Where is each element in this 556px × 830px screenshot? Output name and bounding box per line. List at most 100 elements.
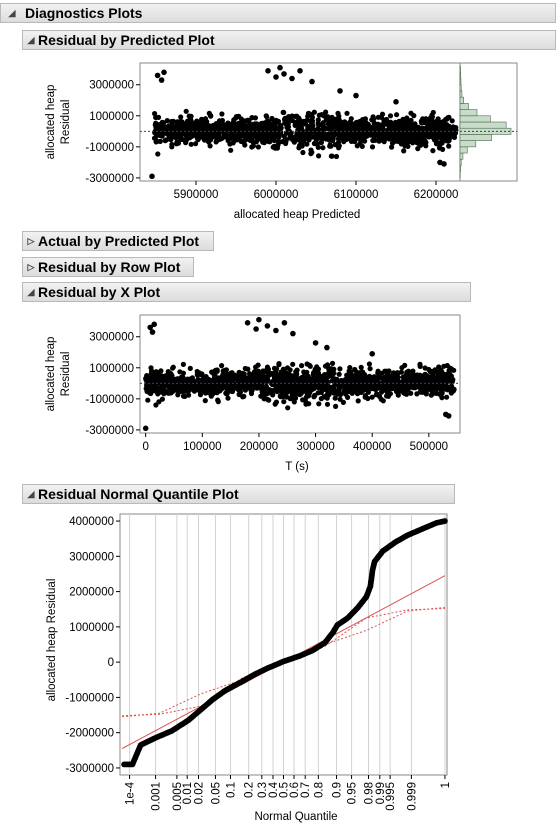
data-point bbox=[147, 387, 153, 393]
data-point bbox=[229, 384, 235, 390]
data-point bbox=[403, 375, 409, 381]
data-point bbox=[153, 371, 159, 377]
data-point bbox=[206, 133, 212, 140]
data-point bbox=[221, 373, 227, 379]
data-point bbox=[385, 382, 391, 388]
data-point bbox=[236, 371, 242, 378]
residual-by-predicted-header[interactable]: ◢ Residual by Predicted Plot bbox=[22, 30, 556, 50]
data-point bbox=[254, 380, 261, 386]
data-point bbox=[239, 678, 246, 685]
data-point bbox=[433, 382, 439, 388]
data-point bbox=[219, 386, 225, 392]
data-point bbox=[149, 368, 155, 374]
data-point bbox=[154, 131, 160, 137]
data-point bbox=[270, 125, 276, 132]
data-point bbox=[337, 385, 343, 391]
data-point bbox=[313, 645, 320, 651]
data-point bbox=[155, 370, 161, 377]
data-point bbox=[242, 381, 248, 387]
data-point bbox=[441, 131, 448, 137]
y-tick-label: -3000000 bbox=[85, 173, 134, 185]
data-point bbox=[233, 681, 240, 688]
residual-by-x-header[interactable]: ◢ Residual by X Plot bbox=[22, 282, 471, 302]
data-point bbox=[282, 379, 288, 386]
data-point bbox=[264, 376, 271, 382]
data-point bbox=[175, 392, 181, 398]
data-point bbox=[367, 580, 374, 586]
data-point bbox=[390, 381, 396, 387]
data-point bbox=[168, 371, 174, 377]
data-point bbox=[221, 133, 227, 139]
data-point bbox=[242, 379, 248, 385]
data-point bbox=[307, 363, 313, 369]
data-point bbox=[445, 128, 451, 134]
data-point bbox=[417, 372, 423, 378]
collapse-triangle-icon[interactable]: ◢ bbox=[27, 287, 35, 297]
data-point bbox=[226, 382, 232, 388]
data-point bbox=[309, 112, 315, 118]
data-point bbox=[270, 123, 276, 129]
data-point bbox=[416, 128, 422, 134]
data-point bbox=[430, 133, 436, 139]
data-point bbox=[152, 111, 158, 117]
data-point bbox=[167, 128, 173, 134]
data-point bbox=[359, 599, 365, 606]
data-point bbox=[444, 385, 450, 391]
data-point bbox=[332, 379, 338, 385]
data-point bbox=[243, 384, 249, 390]
x-tick-label: 0.05 bbox=[210, 782, 222, 804]
data-point bbox=[278, 124, 284, 130]
data-point bbox=[369, 570, 375, 577]
collapse-triangle-icon[interactable]: ◢ bbox=[8, 8, 16, 18]
data-point bbox=[371, 131, 377, 137]
data-point bbox=[176, 127, 182, 133]
data-point bbox=[239, 378, 245, 384]
data-point bbox=[381, 139, 387, 145]
data-point bbox=[418, 132, 424, 138]
data-point bbox=[407, 124, 413, 130]
data-point bbox=[172, 385, 178, 391]
data-point bbox=[382, 387, 388, 393]
data-point bbox=[260, 387, 266, 393]
data-point bbox=[390, 376, 396, 383]
data-point bbox=[437, 519, 443, 525]
data-point bbox=[247, 123, 253, 129]
collapse-triangle-icon[interactable]: ◢ bbox=[27, 489, 35, 499]
data-point bbox=[312, 373, 318, 379]
data-point bbox=[297, 391, 303, 398]
data-point bbox=[245, 128, 251, 134]
data-point bbox=[387, 384, 393, 390]
data-point bbox=[326, 137, 332, 143]
residual-normal-quantile-header[interactable]: ◢ Residual Normal Quantile Plot bbox=[22, 484, 455, 504]
data-point bbox=[317, 642, 324, 649]
data-point bbox=[445, 374, 451, 380]
data-point bbox=[406, 377, 413, 383]
data-point bbox=[239, 129, 245, 136]
actual-by-predicted-header[interactable]: ▷ Actual by Predicted Plot bbox=[22, 231, 214, 251]
data-point bbox=[441, 371, 447, 377]
diagnostics-plots-header[interactable]: ◢ Diagnostics Plots bbox=[0, 3, 556, 23]
data-point bbox=[189, 130, 195, 136]
expand-triangle-icon[interactable]: ▷ bbox=[27, 262, 35, 272]
expand-triangle-icon[interactable]: ▷ bbox=[27, 236, 35, 246]
collapse-triangle-icon[interactable]: ◢ bbox=[27, 35, 35, 45]
data-point bbox=[357, 376, 363, 382]
data-point bbox=[390, 130, 396, 136]
data-point bbox=[172, 379, 178, 386]
data-point bbox=[353, 92, 359, 99]
data-point bbox=[195, 131, 201, 137]
residual-by-row-header[interactable]: ▷ Residual by Row Plot bbox=[22, 257, 194, 277]
data-point bbox=[299, 121, 305, 127]
data-point bbox=[234, 386, 240, 392]
data-point bbox=[429, 117, 435, 123]
data-point bbox=[424, 132, 430, 138]
data-point bbox=[449, 125, 455, 131]
data-point bbox=[370, 384, 376, 390]
data-point bbox=[324, 362, 331, 368]
data-point bbox=[295, 115, 301, 121]
data-point bbox=[350, 373, 356, 379]
data-point bbox=[177, 135, 183, 141]
